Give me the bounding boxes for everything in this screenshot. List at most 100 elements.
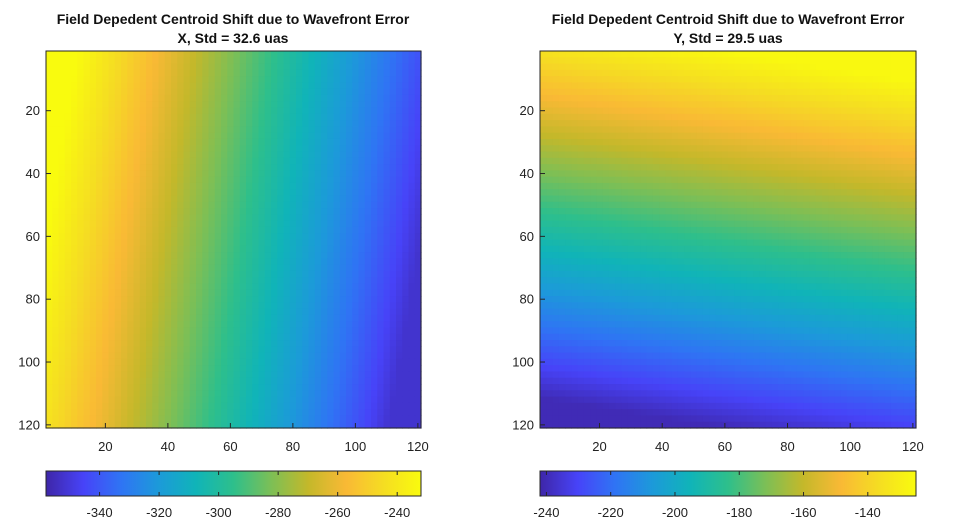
- chart-x-heatmap-cell: [96, 88, 103, 96]
- chart-x-heatmap-cell: [333, 390, 341, 398]
- chart-x-heatmap-cell: [383, 189, 391, 197]
- chart-x-heatmap-cell: [364, 107, 372, 115]
- chart-x-heatmap-cell: [308, 296, 316, 303]
- chart-x-heatmap-cell: [333, 82, 341, 90]
- chart-x-heatmap-cell: [71, 170, 78, 178]
- chart-y-heatmap-cell: [565, 176, 572, 184]
- chart-x-heatmap-cell: [383, 384, 391, 391]
- chart-x-heatmap-cell: [258, 201, 266, 209]
- chart-y-heatmap-cell: [652, 182, 660, 190]
- chart-x-heatmap-cell: [83, 409, 91, 417]
- chart-y-heatmap-cell: [909, 145, 917, 153]
- chart-x-heatmap-cell: [177, 390, 185, 398]
- chart-x-heatmap-cell: [121, 176, 128, 184]
- chart-x-heatmap-cell: [46, 371, 53, 379]
- chart-x-heatmap-cell: [308, 63, 316, 71]
- chart-x-heatmap-cell: [64, 220, 72, 228]
- chart-y-heatmap-cell: [721, 138, 729, 146]
- chart-x-heatmap-cell: [208, 365, 216, 373]
- chart-y-heatmap-cell: [853, 157, 861, 165]
- chart-x-heatmap-cell: [71, 157, 78, 165]
- chart-x-heatmap-cell: [408, 314, 416, 322]
- chart-x-heatmap-cell: [389, 308, 397, 316]
- chart-y-heatmap-cell: [702, 157, 710, 165]
- chart-x-heatmap-cell: [289, 126, 297, 134]
- chart-x-heatmap-cell: [214, 321, 222, 329]
- chart-x-heatmap-cell: [271, 377, 278, 385]
- chart-y-heatmap-cell: [803, 69, 811, 77]
- chart-y-heatmap-cell: [884, 145, 892, 153]
- chart-x-heatmap-cell: [133, 132, 141, 140]
- chart-y-heatmap-cell: [627, 126, 635, 134]
- chart-x-heatmap-cell: [189, 220, 197, 228]
- chart-x-heatmap-cell: [258, 365, 266, 373]
- chart-x-heatmap-cell: [302, 314, 310, 322]
- chart-y-heatmap-cell: [652, 94, 660, 102]
- chart-x-heatmap-cell: [146, 208, 153, 215]
- chart-x-heatmap-cell: [114, 296, 122, 303]
- chart-x-heatmap-cell: [271, 396, 278, 404]
- chart-y-heatmap-cell: [784, 182, 792, 190]
- chart-y-heatmap-cell: [590, 176, 597, 184]
- chart-x-heatmap-cell: [358, 321, 366, 329]
- chart-x-heatmap-cell: [77, 132, 85, 140]
- chart-x-heatmap-cell: [214, 88, 222, 96]
- chart-x-heatmap-cell: [358, 283, 366, 291]
- chart-x-heatmap-cell: [77, 101, 85, 109]
- chart-x-heatmap-cell: [296, 302, 303, 310]
- chart-x-heatmap-cell: [208, 151, 216, 159]
- chart-x-heatmap-cell: [308, 358, 316, 366]
- chart-y-heatmap-cell: [909, 138, 917, 146]
- chart-x-heatmap-cell: [108, 239, 116, 247]
- chart-x-heatmap-cell: [96, 226, 103, 234]
- chart-y-heatmap-cell: [728, 107, 735, 115]
- chart-x-heatmap-cell: [227, 264, 235, 272]
- chart-x-heatmap-cell: [271, 409, 278, 417]
- chart-x-heatmap-cell: [183, 333, 191, 341]
- chart-y-heatmap-cell: [690, 113, 698, 121]
- chart-x-heatmap-cell: [396, 195, 403, 203]
- chart-y-heatmap-cell: [815, 138, 823, 146]
- chart-x-heatmap-cell: [333, 377, 341, 385]
- chart-x-heatmap-cell: [89, 402, 97, 410]
- chart-x-heatmap-cell: [327, 296, 335, 303]
- chart-y-heatmap-cell: [878, 182, 886, 190]
- chart-x-heatmap-cell: [408, 384, 416, 391]
- chart-x-heatmap-cell: [227, 327, 235, 335]
- chart-x-heatmap-cell: [239, 120, 247, 127]
- chart-x-heatmap-cell: [108, 113, 116, 121]
- chart-x-heatmap-cell: [102, 314, 110, 322]
- chart-x-heatmap-cell: [158, 132, 166, 140]
- chart-x-heatmap-cell: [133, 157, 141, 165]
- chart-y-heatmap-cell: [590, 88, 597, 96]
- chart-x-heatmap-cell: [327, 101, 335, 109]
- chart-x-heatmap-cell: [164, 220, 172, 228]
- chart-x-heatmap-cell: [264, 189, 272, 197]
- chart-x-heatmap-cell: [389, 333, 397, 341]
- chart-x-heatmap-cell: [196, 352, 203, 360]
- chart-x-heatmap-cell: [121, 289, 128, 297]
- chart-y-heatmap-cell: [853, 69, 861, 77]
- chart-x-heatmap-cell: [102, 283, 110, 291]
- chart-x-heatmap-cell: [246, 107, 253, 115]
- chart-y-heatmap-cell: [546, 107, 554, 115]
- chart-x-heatmap-cell: [127, 277, 135, 285]
- chart-x-heatmap-cell: [227, 113, 235, 121]
- chart-y-heatmap-cell: [696, 126, 704, 134]
- chart-y-heatmap-cell: [815, 126, 823, 134]
- chart-y-heatmap-cell: [728, 138, 735, 146]
- chart-y-heatmap-cell: [571, 145, 579, 153]
- chart-x-heatmap-cell: [339, 252, 347, 259]
- chart-x-heatmap-cell: [396, 264, 403, 272]
- chart-x-heatmap-cell: [183, 371, 191, 379]
- chart-y-heatmap-cell: [853, 94, 861, 102]
- chart-x-heatmap-cell: [383, 390, 391, 398]
- chart-x-heatmap-cell: [264, 346, 272, 354]
- chart-x-heatmap-cell: [114, 157, 122, 165]
- chart-x-heatmap-cell: [77, 94, 85, 102]
- chart-x-heatmap-cell: [227, 214, 235, 222]
- chart-x-heatmap-cell: [246, 182, 253, 190]
- chart-x-heatmap-cell: [246, 270, 253, 278]
- chart-y-heatmap-cell: [903, 170, 911, 178]
- chart-x-heatmap-cell: [283, 421, 291, 429]
